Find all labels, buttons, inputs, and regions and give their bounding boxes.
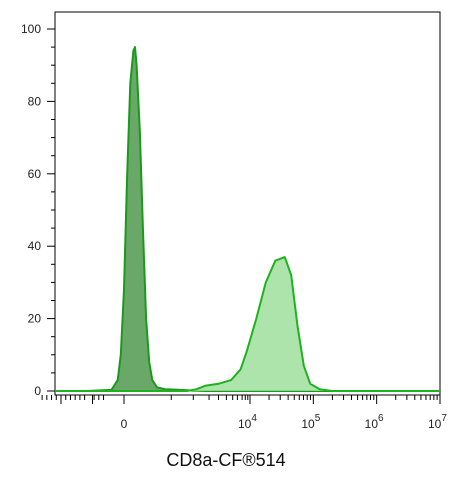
x-tick-label: 105 (301, 413, 320, 431)
y-tick-label: 60 (28, 167, 42, 181)
x-tick-label: 106 (365, 413, 384, 431)
x-axis-title: CD8a-CF®514 (166, 450, 286, 470)
y-tick-label: 100 (21, 22, 41, 36)
x-tick-label: 104 (238, 413, 257, 431)
y-tick-label: 0 (34, 384, 41, 398)
series-layer (55, 46, 440, 392)
plot-frame (54, 11, 441, 396)
series-1-area (55, 47, 440, 391)
series-1-line (55, 46, 440, 392)
x-tick-label: 107 (428, 413, 447, 431)
x-axis: 0 104 105 106 107 (41, 395, 447, 431)
y-tick-label: 40 (28, 239, 42, 253)
x-tick-label: 0 (121, 417, 128, 431)
y-tick-label: 20 (28, 312, 42, 326)
series-2-area (55, 257, 440, 391)
series-2-line (55, 256, 440, 392)
y-axis: 0 20 40 60 80 100 (21, 22, 55, 398)
y-tick-label: 80 (28, 94, 42, 108)
